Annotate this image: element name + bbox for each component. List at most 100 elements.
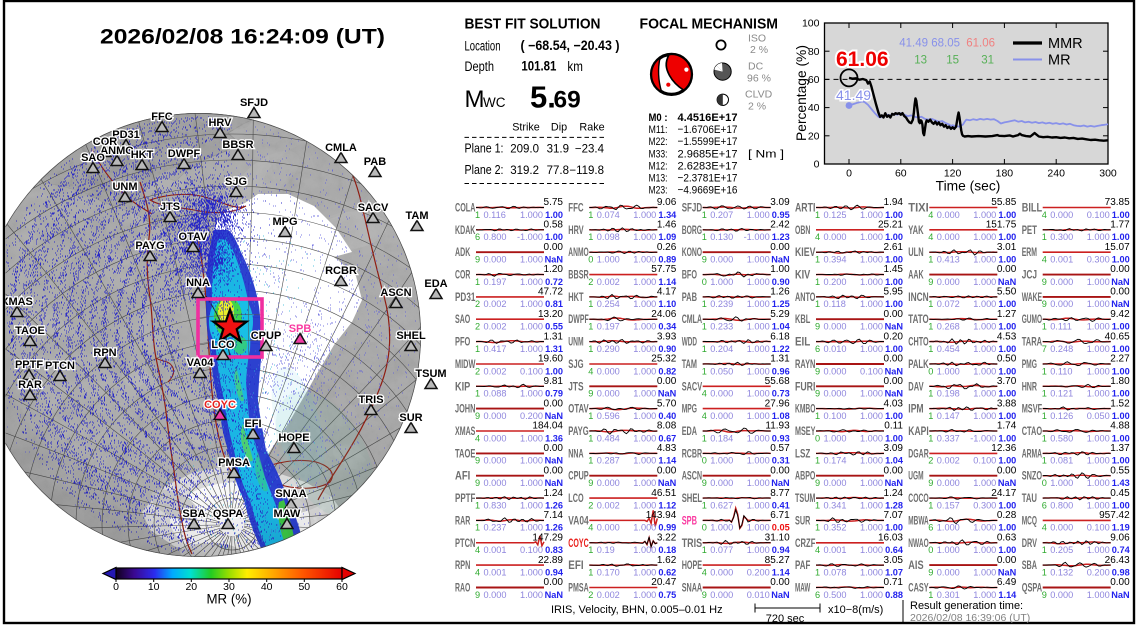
svg-text:60: 60 [808, 74, 820, 86]
svg-text:1.000: 1.000 [633, 322, 656, 332]
svg-text:1.94: 1.94 [884, 197, 904, 208]
svg-text:0.198: 0.198 [937, 389, 960, 399]
svg-text:1: 1 [928, 322, 933, 332]
svg-text:1: 1 [815, 411, 820, 421]
svg-text:2: 2 [588, 590, 593, 600]
svg-text:PPTF: PPTF [455, 493, 475, 505]
svg-text:319.2: 319.2 [510, 165, 539, 177]
svg-text:−4.9669E+16: −4.9669E+16 [678, 185, 738, 197]
svg-text:0.002: 0.002 [597, 590, 620, 600]
svg-text:CLVD: CLVD [745, 89, 773, 101]
svg-text:1.28: 1.28 [885, 500, 903, 510]
svg-text:1: 1 [702, 210, 707, 220]
svg-text:1: 1 [588, 344, 593, 354]
svg-text:31.9: 31.9 [547, 144, 569, 156]
svg-text:9: 9 [475, 478, 480, 488]
svg-text:PD31: PD31 [455, 292, 476, 304]
svg-text:0.200: 0.200 [520, 411, 543, 421]
svg-text:1.000: 1.000 [633, 366, 656, 376]
svg-text:1: 1 [588, 299, 593, 309]
svg-text:−2.3781E+17: −2.3781E+17 [678, 173, 738, 185]
svg-text:ARMA: ARMA [1022, 448, 1042, 460]
svg-text:PAF: PAF [795, 560, 810, 572]
svg-text:0.11: 0.11 [884, 421, 903, 432]
svg-text:10: 10 [148, 581, 160, 593]
svg-text:AFI: AFI [455, 471, 470, 483]
svg-text:0.00: 0.00 [657, 465, 677, 476]
svg-text:1.000: 1.000 [747, 389, 770, 399]
svg-text:2.42: 2.42 [770, 220, 790, 231]
svg-text:0.207: 0.207 [710, 210, 733, 220]
svg-text:1: 1 [702, 322, 707, 332]
svg-text:IRIS, Velocity, BHN, 0.005: IRIS, Velocity, BHN, 0.005–0.01 Hz [551, 604, 723, 616]
svg-text:1.10: 1.10 [658, 299, 676, 309]
svg-text:9: 9 [588, 389, 593, 399]
svg-text:6.18: 6.18 [770, 331, 790, 342]
svg-text:0.75: 0.75 [658, 590, 676, 600]
svg-text:0.000: 0.000 [1050, 210, 1073, 220]
svg-text:RAR: RAR [455, 515, 471, 527]
svg-text:60: 60 [336, 581, 348, 593]
svg-text:9.06: 9.06 [657, 197, 677, 208]
svg-text:1: 1 [702, 344, 707, 354]
svg-text:SUR: SUR [399, 412, 422, 424]
svg-text:19.60: 19.60 [538, 354, 563, 365]
svg-text:1.14: 1.14 [772, 567, 791, 577]
svg-text:9: 9 [702, 590, 707, 600]
svg-text:1.000: 1.000 [973, 344, 996, 354]
svg-text:4.4516E+17: 4.4516E+17 [678, 112, 738, 124]
svg-text:1.46: 1.46 [657, 220, 677, 231]
svg-text:KIEV: KIEV [795, 247, 816, 259]
svg-text:1.000: 1.000 [1087, 545, 1110, 555]
svg-text:720 sec: 720 sec [766, 613, 805, 625]
svg-text:1.14: 1.14 [658, 456, 677, 466]
svg-text:1.000: 1.000 [973, 277, 996, 287]
svg-text:1.07: 1.07 [885, 567, 903, 577]
svg-text:CMLA: CMLA [325, 142, 357, 154]
svg-text:0.000: 0.000 [937, 232, 960, 242]
svg-text:0.000: 0.000 [937, 277, 960, 287]
svg-text:1.04: 1.04 [885, 456, 904, 466]
svg-text:1.000: 1.000 [520, 567, 543, 577]
svg-text:TSUM: TSUM [415, 368, 446, 380]
svg-text:7.14: 7.14 [544, 510, 564, 521]
svg-text:0.89: 0.89 [658, 255, 676, 265]
svg-text:1.000: 1.000 [860, 545, 883, 555]
svg-text:2.9685E+17: 2.9685E+17 [678, 148, 738, 160]
svg-text:NaN: NaN [545, 590, 564, 600]
svg-text:0.67: 0.67 [658, 433, 676, 443]
svg-text:1: 1 [815, 567, 820, 577]
svg-text:0.300: 0.300 [1087, 255, 1110, 265]
svg-text:41.49: 41.49 [836, 87, 871, 103]
svg-text:RAR: RAR [18, 379, 42, 391]
svg-text:0.000: 0.000 [824, 478, 847, 488]
svg-text:TAU: TAU [1022, 493, 1037, 505]
svg-text:Plane 2:: Plane 2: [465, 163, 504, 177]
svg-text:5.70: 5.70 [657, 398, 677, 409]
svg-text:0.125: 0.125 [824, 210, 847, 220]
svg-text:1.74: 1.74 [997, 421, 1017, 432]
svg-text:46.51: 46.51 [651, 488, 676, 499]
svg-text:1: 1 [815, 456, 820, 466]
svg-text:9: 9 [475, 255, 480, 265]
svg-text:1.000: 1.000 [860, 255, 883, 265]
svg-text:1.000: 1.000 [633, 567, 656, 577]
svg-text:0.28: 0.28 [997, 510, 1017, 521]
svg-text:0.72: 0.72 [545, 277, 563, 287]
svg-text:0.072: 0.072 [937, 299, 960, 309]
svg-text:9: 9 [1042, 590, 1047, 600]
svg-text:1.000: 1.000 [520, 299, 543, 309]
svg-text:UNM: UNM [568, 337, 583, 349]
svg-text:1.000: 1.000 [860, 590, 883, 600]
svg-text:BFO: BFO [682, 270, 697, 282]
svg-text:8.08: 8.08 [657, 421, 677, 432]
svg-text:1.000: 1.000 [860, 567, 883, 577]
svg-text:0.000: 0.000 [710, 567, 733, 577]
svg-text:EDA: EDA [682, 426, 697, 438]
svg-text:1.77: 1.77 [1110, 220, 1130, 231]
svg-text:30: 30 [223, 581, 235, 593]
svg-text:1.000: 1.000 [633, 210, 656, 220]
svg-text:0.000: 0.000 [710, 411, 733, 421]
svg-text:0: 0 [928, 366, 933, 376]
svg-text:6.49: 6.49 [997, 577, 1017, 588]
